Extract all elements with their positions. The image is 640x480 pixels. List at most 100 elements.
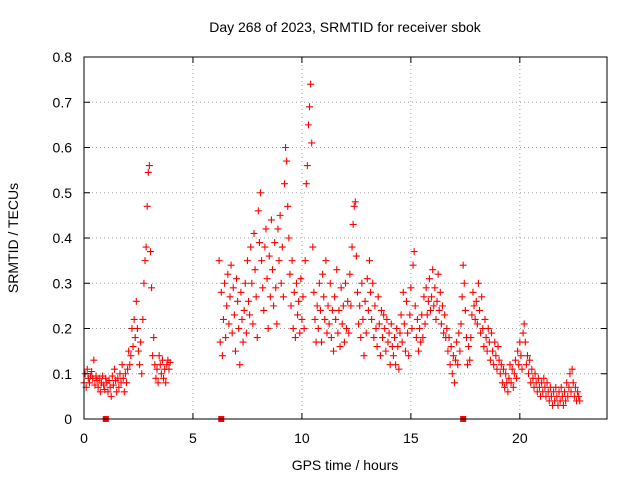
data-point	[472, 297, 480, 305]
data-point	[447, 343, 455, 351]
data-point	[436, 288, 444, 296]
data-point	[511, 356, 519, 364]
data-point	[287, 302, 295, 310]
data-point	[326, 279, 334, 287]
data-point	[242, 329, 250, 337]
data-point	[275, 257, 283, 265]
data-point	[143, 202, 151, 210]
data-point	[361, 297, 369, 305]
data-point	[387, 320, 395, 328]
data-point	[233, 275, 241, 283]
data-point	[497, 361, 505, 369]
y-tick-label: 0.5	[53, 185, 73, 201]
data-point	[384, 338, 392, 346]
data-point	[517, 352, 525, 360]
data-point	[132, 297, 140, 305]
data-point	[450, 379, 458, 387]
data-point	[406, 311, 414, 319]
data-point	[576, 397, 584, 405]
data-point	[129, 343, 137, 351]
data-point	[515, 361, 523, 369]
data-point	[292, 279, 300, 287]
data-point	[489, 347, 497, 355]
data-point	[519, 329, 527, 337]
data-point	[426, 306, 434, 314]
data-point	[283, 157, 291, 165]
data-point	[125, 347, 133, 355]
data-point	[267, 216, 275, 224]
data-point	[357, 334, 365, 342]
data-point	[469, 288, 477, 296]
data-point	[423, 311, 431, 319]
data-point	[464, 361, 472, 369]
data-point	[412, 334, 420, 342]
data-point	[459, 261, 467, 269]
data-point	[119, 374, 127, 382]
data-point	[370, 334, 378, 342]
data-point	[346, 270, 354, 278]
data-point	[291, 334, 299, 342]
data-point	[355, 320, 363, 328]
data-point	[330, 347, 338, 355]
data-point	[367, 288, 375, 296]
data-point	[380, 311, 388, 319]
data-point	[323, 329, 331, 337]
data-point	[504, 388, 512, 396]
data-point	[217, 288, 225, 296]
data-point	[219, 315, 227, 323]
data-point	[334, 329, 342, 337]
data-point	[276, 211, 284, 219]
data-point	[136, 361, 144, 369]
data-point	[156, 361, 164, 369]
data-point	[369, 279, 377, 287]
data-point	[248, 279, 256, 287]
data-point	[420, 293, 428, 301]
y-tick-label: 0.8	[53, 49, 73, 65]
data-point	[375, 320, 383, 328]
data-point	[395, 365, 403, 373]
x-axis-label: GPS time / hours	[292, 457, 399, 473]
data-point	[424, 297, 432, 305]
data-point	[260, 306, 268, 314]
data-point	[413, 315, 421, 323]
data-point	[377, 306, 385, 314]
data-point	[484, 325, 492, 332]
data-point	[348, 243, 356, 251]
data-point	[133, 325, 141, 332]
data-point	[222, 334, 230, 342]
data-point	[416, 325, 424, 332]
data-point	[303, 162, 311, 170]
data-point	[359, 315, 367, 323]
data-point	[273, 320, 281, 328]
data-point	[339, 302, 347, 310]
data-point	[301, 257, 309, 265]
data-point	[237, 288, 245, 296]
data-point	[314, 325, 322, 332]
y-tick-label: 0.1	[53, 366, 73, 382]
data-point	[146, 248, 154, 256]
data-point	[522, 361, 530, 369]
data-point	[324, 302, 332, 310]
data-point	[259, 284, 267, 292]
x-tick-label: 5	[189, 430, 197, 446]
data-point	[254, 207, 262, 215]
data-point	[568, 365, 576, 373]
data-point	[476, 306, 484, 314]
data-point	[300, 325, 308, 332]
data-point	[107, 392, 115, 400]
data-point	[130, 315, 138, 323]
data-point	[405, 352, 413, 360]
data-point	[277, 279, 285, 287]
data-point	[308, 139, 316, 147]
y-axis-label: SRMTID / TECUs	[5, 183, 21, 293]
data-point	[320, 293, 328, 301]
series-srmtid	[80, 80, 584, 409]
data-point	[461, 306, 469, 314]
data-point	[121, 370, 129, 378]
data-point	[456, 347, 464, 355]
data-point	[239, 338, 247, 346]
data-point	[363, 275, 371, 283]
data-point	[240, 306, 248, 314]
data-point	[105, 377, 113, 385]
data-point	[458, 293, 466, 301]
